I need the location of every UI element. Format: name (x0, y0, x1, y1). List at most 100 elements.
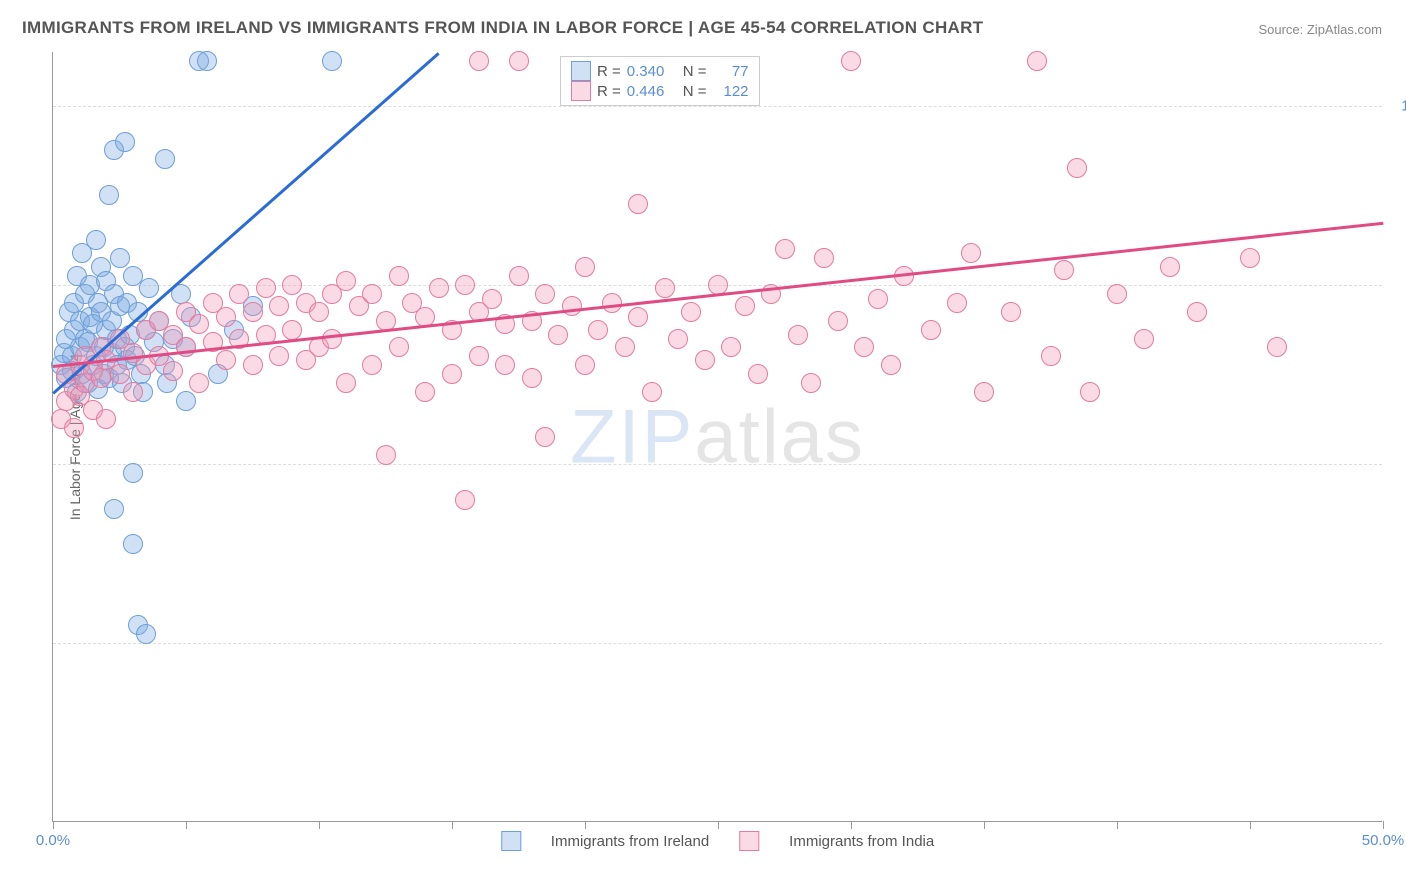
x-tick (452, 821, 453, 829)
india-point (1041, 346, 1061, 366)
india-point (495, 355, 515, 375)
india-point (522, 368, 542, 388)
ireland-legend-label: Immigrants from Ireland (551, 833, 709, 850)
india-point (1054, 260, 1074, 280)
india-point (642, 382, 662, 402)
india-point (376, 445, 396, 465)
india-point (389, 266, 409, 286)
scatter-plot-area: ZIPatlas In Labor Force | Age 45-54 70.0… (52, 52, 1382, 822)
x-tick-label: 50.0% (1362, 832, 1405, 849)
india-point (615, 337, 635, 357)
x-tick (319, 821, 320, 829)
india-point (1027, 51, 1047, 71)
india-point (814, 248, 834, 268)
india-point (735, 296, 755, 316)
india-swatch-icon (571, 81, 591, 101)
ireland-point (139, 278, 159, 298)
y-tick-label: 80.0% (1392, 455, 1406, 472)
india-point (668, 329, 688, 349)
india-point (91, 368, 111, 388)
ireland-point (176, 391, 196, 411)
india-point (974, 382, 994, 402)
india-point (389, 337, 409, 357)
legend-row-ireland: R = 0.340 N = 77 (571, 61, 749, 81)
india-point (322, 329, 342, 349)
india-point (176, 337, 196, 357)
india-point (362, 355, 382, 375)
x-tick (851, 821, 852, 829)
india-point (482, 289, 502, 309)
india-n-value: 122 (713, 83, 749, 100)
india-point (282, 275, 302, 295)
india-point (469, 51, 489, 71)
r-label: R = (597, 83, 621, 100)
india-point (163, 361, 183, 381)
india-point (1080, 382, 1100, 402)
india-point (681, 302, 701, 322)
india-point (64, 418, 84, 438)
x-tick-label: 0.0% (36, 832, 70, 849)
india-point (575, 257, 595, 277)
india-point (282, 320, 302, 340)
india-point (455, 490, 475, 510)
india-point (748, 364, 768, 384)
india-point (947, 293, 967, 313)
india-point (96, 409, 116, 429)
ireland-point (86, 230, 106, 250)
india-point (243, 355, 263, 375)
chart-title: IMMIGRANTS FROM IRELAND VS IMMIGRANTS FR… (22, 18, 983, 38)
india-point (1240, 248, 1260, 268)
india-legend-label: Immigrants from India (789, 833, 934, 850)
india-trendline (53, 222, 1383, 368)
india-point (881, 355, 901, 375)
india-point (189, 314, 209, 334)
ireland-point (197, 51, 217, 71)
india-point (921, 320, 941, 340)
x-tick (1383, 821, 1384, 829)
india-point (243, 302, 263, 322)
ireland-n-value: 77 (713, 63, 749, 80)
ireland-r-value: 0.340 (627, 63, 677, 80)
ireland-point (136, 624, 156, 644)
india-point (868, 289, 888, 309)
watermark: ZIPatlas (570, 393, 865, 480)
india-point (216, 350, 236, 370)
india-point (509, 51, 529, 71)
gridline (53, 643, 1382, 644)
india-r-value: 0.446 (627, 83, 677, 100)
india-point (628, 307, 648, 327)
india-point (269, 346, 289, 366)
gridline (53, 464, 1382, 465)
india-point (309, 302, 329, 322)
india-point (602, 293, 622, 313)
india-point (655, 278, 675, 298)
india-point (788, 325, 808, 345)
x-tick (186, 821, 187, 829)
india-point (216, 307, 236, 327)
india-point (415, 382, 435, 402)
india-point (535, 427, 555, 447)
india-point (469, 346, 489, 366)
india-point (229, 284, 249, 304)
india-point (1160, 257, 1180, 277)
india-point (828, 311, 848, 331)
india-point (336, 373, 356, 393)
india-point (362, 284, 382, 304)
india-point (841, 51, 861, 71)
legend-row-india: R = 0.446 N = 122 (571, 81, 749, 101)
y-tick-label: 90.0% (1392, 276, 1406, 293)
india-point (548, 325, 568, 345)
india-point (721, 337, 741, 357)
ireland-point (123, 534, 143, 554)
india-point (1187, 302, 1207, 322)
india-point (269, 296, 289, 316)
india-point (1107, 284, 1127, 304)
x-tick (718, 821, 719, 829)
india-point (588, 320, 608, 340)
india-point (961, 243, 981, 263)
n-label: N = (683, 63, 707, 80)
india-point (854, 337, 874, 357)
india-point (429, 278, 449, 298)
india-point (575, 355, 595, 375)
source-attribution: Source: ZipAtlas.com (1258, 22, 1382, 37)
